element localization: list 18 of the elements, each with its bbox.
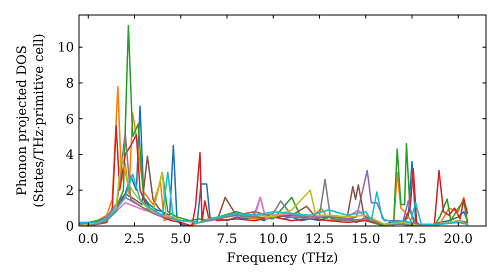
x-tick-label: 5.0 bbox=[170, 232, 192, 247]
x-tick-label: 10.0 bbox=[258, 232, 288, 247]
x-tick-label: 12.5 bbox=[305, 232, 334, 247]
x-tick-label: 20.0 bbox=[444, 232, 473, 247]
y-tick-label: 6 bbox=[66, 112, 74, 128]
y-axis-title: Phonon projected DOS (States/THz·primitive cell) bbox=[15, 33, 47, 208]
x-tick-label: 0.0 bbox=[78, 232, 99, 247]
y-tick-label: 0 bbox=[66, 220, 74, 235]
x-tick-label: 17.5 bbox=[398, 232, 426, 247]
line-series bbox=[79, 24, 468, 226]
y-tick-label: 10 bbox=[57, 40, 74, 56]
y-tick-label: 4 bbox=[66, 148, 74, 164]
x-axis-title: Frequency (THz) bbox=[226, 251, 338, 266]
x-tick-label: 15.0 bbox=[351, 232, 380, 247]
x-tick-label: 2.5 bbox=[124, 232, 145, 247]
x-tick-label: 7.5 bbox=[216, 232, 238, 247]
y-tick-label: 8 bbox=[66, 76, 74, 92]
y-tick-label: 2 bbox=[66, 184, 74, 199]
